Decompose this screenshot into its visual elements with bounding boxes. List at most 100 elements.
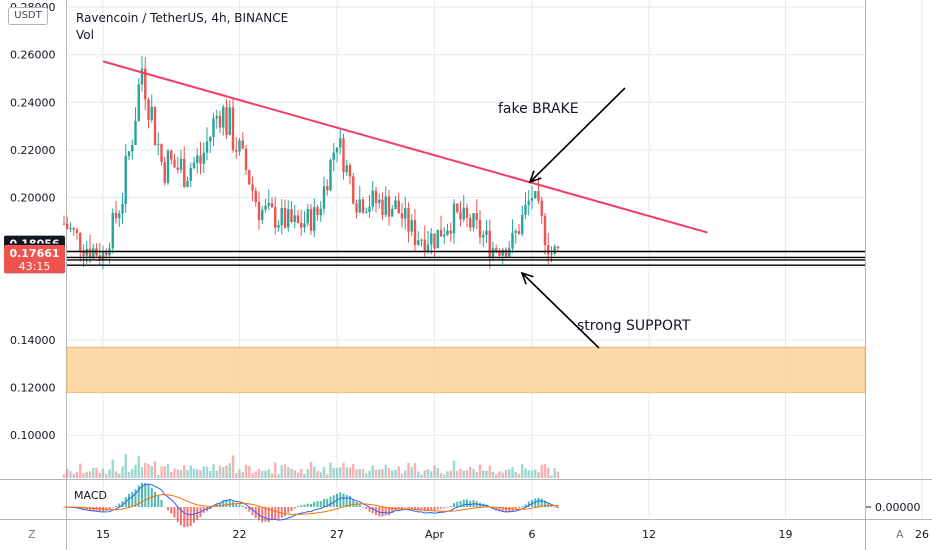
macd-histogram-bar [326,498,329,507]
time-tick-label: 15 [96,528,110,541]
descending-trendline[interactable] [102,60,708,234]
volume-bar [176,469,179,478]
price-tick-label: 0.14000 [10,334,56,347]
candle-body [287,209,290,228]
macd-histogram-bar [381,507,384,517]
volume-bar [293,470,296,478]
candle-body [524,204,527,215]
macd-histogram-bar [430,507,433,511]
candle-body [550,253,553,255]
volume-bar [157,474,160,478]
volume-bar [166,463,170,478]
volume-bar [504,469,508,478]
volume-bar [482,470,485,478]
macd-histogram-bar [306,503,309,507]
volume-bar [465,470,469,478]
volume-bar [79,463,82,478]
candle-body [498,250,501,256]
candle-body [66,223,69,229]
candle-body [280,207,283,226]
macd-histogram-bar [466,499,468,507]
volume-bars [62,454,560,478]
volume-bar [452,460,456,478]
macd-histogram-bar [225,500,228,507]
time-axis[interactable]: 15 22 27 Apr 6 12 19 26 [96,528,929,541]
candle-body [345,165,348,173]
volume-bar [384,464,387,478]
macd-histogram-bar [241,505,244,507]
candle-body [482,234,485,238]
macd-histogram-bar [514,507,517,510]
macd-histogram-bar [365,507,368,509]
auto-scale-corner-right[interactable]: A [896,528,904,541]
macd-histogram-bar [310,503,312,507]
candle-body [205,141,209,153]
macd-histogram-bar [271,507,273,521]
macd-histogram-bar [290,507,293,511]
candle-body [410,220,413,232]
macd-histogram-bar [121,501,124,507]
candle-body [413,220,417,245]
candle-body [235,149,238,152]
candle-body [277,225,280,228]
candlestick-series [62,56,560,270]
candle-body [121,203,124,214]
macd-histogram-bar [251,507,254,516]
currency-button[interactable]: USDT [8,7,48,25]
candle-body [140,68,144,85]
candle-body [355,203,358,213]
volume-bar [296,472,300,478]
volume-bar [196,469,199,478]
macd-histogram-bar [368,507,371,512]
macd-histogram-bar [553,507,556,508]
macd-histogram-bar [111,507,114,508]
candle-body [365,212,368,214]
candle-body [504,249,508,257]
macd-pane [63,482,871,528]
candle-body [105,251,108,256]
macd-histogram-bar [219,503,221,507]
candle-body [391,209,394,217]
time-tick-label: 19 [779,528,793,541]
volume-bar [446,471,449,478]
macd-histogram-bar [85,507,88,511]
candle-body [527,200,530,205]
macd-histogram-bar [459,501,462,507]
candle-body [309,208,313,231]
candle-body [254,190,257,203]
candle-body [114,212,118,219]
macd-histogram-bar [79,507,82,510]
volume-bar [183,464,186,478]
candle-body [166,150,170,183]
candle-body [358,199,361,213]
candle-body [88,248,92,258]
volume-bar [329,462,332,478]
volume-bar [381,468,384,478]
zoom-corner-left[interactable]: Z [28,528,36,541]
candle-body [397,200,400,214]
candle-body [69,228,72,230]
volume-bar [378,469,381,478]
volume-bar [88,471,92,478]
macd-histogram-bar [498,507,501,512]
macd-histogram-bar [264,507,267,522]
candle-body [371,190,374,207]
macd-histogram-bar [501,507,504,513]
volume-bar [140,467,144,478]
volume-bar [287,467,290,478]
volume-bar [495,474,498,478]
candle-body [556,246,560,249]
candle-body [228,107,231,135]
macd-histogram-bar [391,507,394,513]
volume-bar [439,473,443,478]
candle-body [92,248,95,258]
candle-body [423,239,426,251]
macd-histogram-bar [469,500,472,507]
macd-histogram-bar [89,507,91,512]
macd-histogram-bar [440,507,442,509]
macd-histogram-bar [154,492,156,507]
candle-body [521,214,524,234]
